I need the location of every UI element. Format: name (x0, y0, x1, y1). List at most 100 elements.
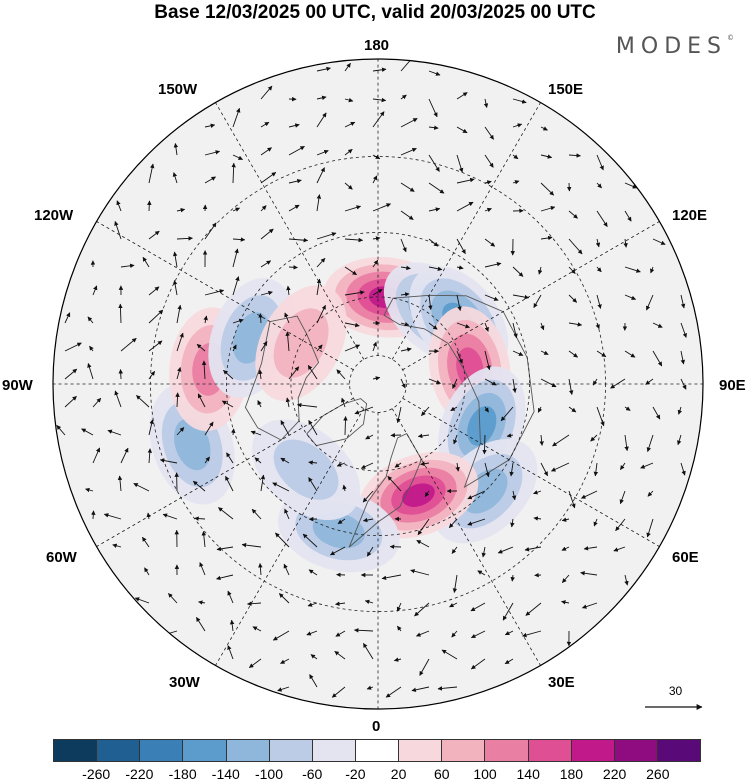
colorbar-swatch (54, 740, 98, 761)
wind-vector (540, 462, 548, 477)
wind-vector (148, 286, 160, 296)
wind-vector (199, 562, 206, 576)
wind-vector (260, 260, 272, 268)
wind-vector (512, 350, 524, 356)
wind-vector (484, 207, 492, 213)
wind-vector (148, 309, 164, 324)
wind-vector (246, 601, 262, 607)
wind-vector (477, 570, 486, 576)
wind-vector (216, 546, 234, 552)
wind-vector (307, 602, 318, 607)
wind-vector (537, 406, 543, 413)
wind-vector (344, 121, 356, 128)
wind-vector (365, 434, 374, 440)
wind-vector (540, 378, 557, 388)
wind-vector (198, 600, 206, 605)
wind-vector (232, 276, 240, 296)
wind-vector (397, 625, 402, 632)
lon-label-30w: 30W (169, 674, 200, 691)
wind-vector (89, 345, 94, 352)
wind-vector (87, 316, 94, 324)
wind-vector (344, 344, 361, 352)
wind-vector (342, 484, 347, 492)
wind-vector (148, 370, 156, 380)
wind-vector (610, 378, 626, 389)
map-background (53, 59, 703, 709)
wind-vector (260, 85, 273, 100)
wind-vector (400, 265, 411, 271)
wind-vector (173, 142, 179, 156)
wind-vector (172, 279, 178, 296)
wind-vector (344, 237, 364, 243)
wind-vector (159, 458, 178, 464)
wind-vector (568, 153, 581, 158)
wind-vector (258, 369, 263, 380)
wind-vector (583, 546, 598, 551)
colorbar (53, 739, 701, 762)
wind-vector (484, 350, 491, 371)
wind-vector (176, 304, 182, 324)
wind-vector (232, 107, 241, 128)
colorbar-tick-label: 140 (516, 766, 540, 782)
wind-vector (344, 205, 362, 212)
wind-vector (306, 630, 318, 636)
wind-vector (232, 237, 246, 242)
wind-vector (467, 490, 486, 500)
wind-vector (470, 658, 486, 670)
wind-vector (133, 482, 150, 492)
colorbar-tick-label: -100 (254, 766, 284, 782)
wind-vector (336, 369, 346, 380)
wind-vector (288, 204, 300, 212)
wind-vector (533, 490, 542, 495)
logo-text: MODES (615, 34, 727, 59)
wind-vector (645, 378, 654, 385)
wind-vector (624, 182, 638, 189)
wind-vector (372, 236, 381, 241)
wind-vector (540, 182, 555, 196)
wind-vector (484, 154, 494, 168)
wind-vector (275, 532, 290, 548)
wind-vector (400, 347, 412, 352)
wind-vector (337, 518, 346, 525)
wind-vector (250, 430, 262, 436)
wind-vector (510, 574, 515, 582)
wind-vector (512, 322, 518, 339)
wind-vector (227, 645, 234, 660)
wind-vector (522, 630, 542, 638)
wind-vector (260, 228, 274, 240)
wind-vector (232, 207, 241, 212)
wind-vector (561, 574, 570, 583)
wind-vector (364, 599, 374, 605)
wind-vector (148, 419, 154, 436)
wind-vector (484, 406, 489, 413)
wind-vector (284, 508, 290, 520)
wind-vector (680, 294, 686, 309)
wind-vector (615, 518, 626, 532)
wind-vector (596, 294, 602, 309)
wind-vector (341, 397, 346, 408)
wind-vector (680, 462, 686, 476)
wind-vector (330, 546, 346, 556)
wind-vector (512, 123, 523, 128)
wind-vector (221, 400, 234, 408)
wind-vector (613, 546, 626, 552)
wind-vector (568, 322, 583, 327)
wind-vector (316, 304, 326, 324)
wind-vector (568, 210, 578, 219)
wind-vector (366, 546, 374, 557)
colorbar-swatch (614, 740, 658, 761)
wind-vector (258, 313, 263, 324)
wind-vector (372, 154, 381, 160)
wind-vector (456, 92, 468, 100)
wind-vector (277, 686, 290, 692)
wind-vector (646, 434, 654, 453)
wind-vector (335, 630, 346, 637)
wind-vector (81, 428, 94, 436)
wind-vector (316, 167, 325, 184)
wind-vector (428, 238, 439, 247)
colorbar-tick-label: -20 (345, 766, 366, 782)
wind-vector (147, 200, 152, 212)
lon-label-30e: 30E (548, 674, 575, 691)
